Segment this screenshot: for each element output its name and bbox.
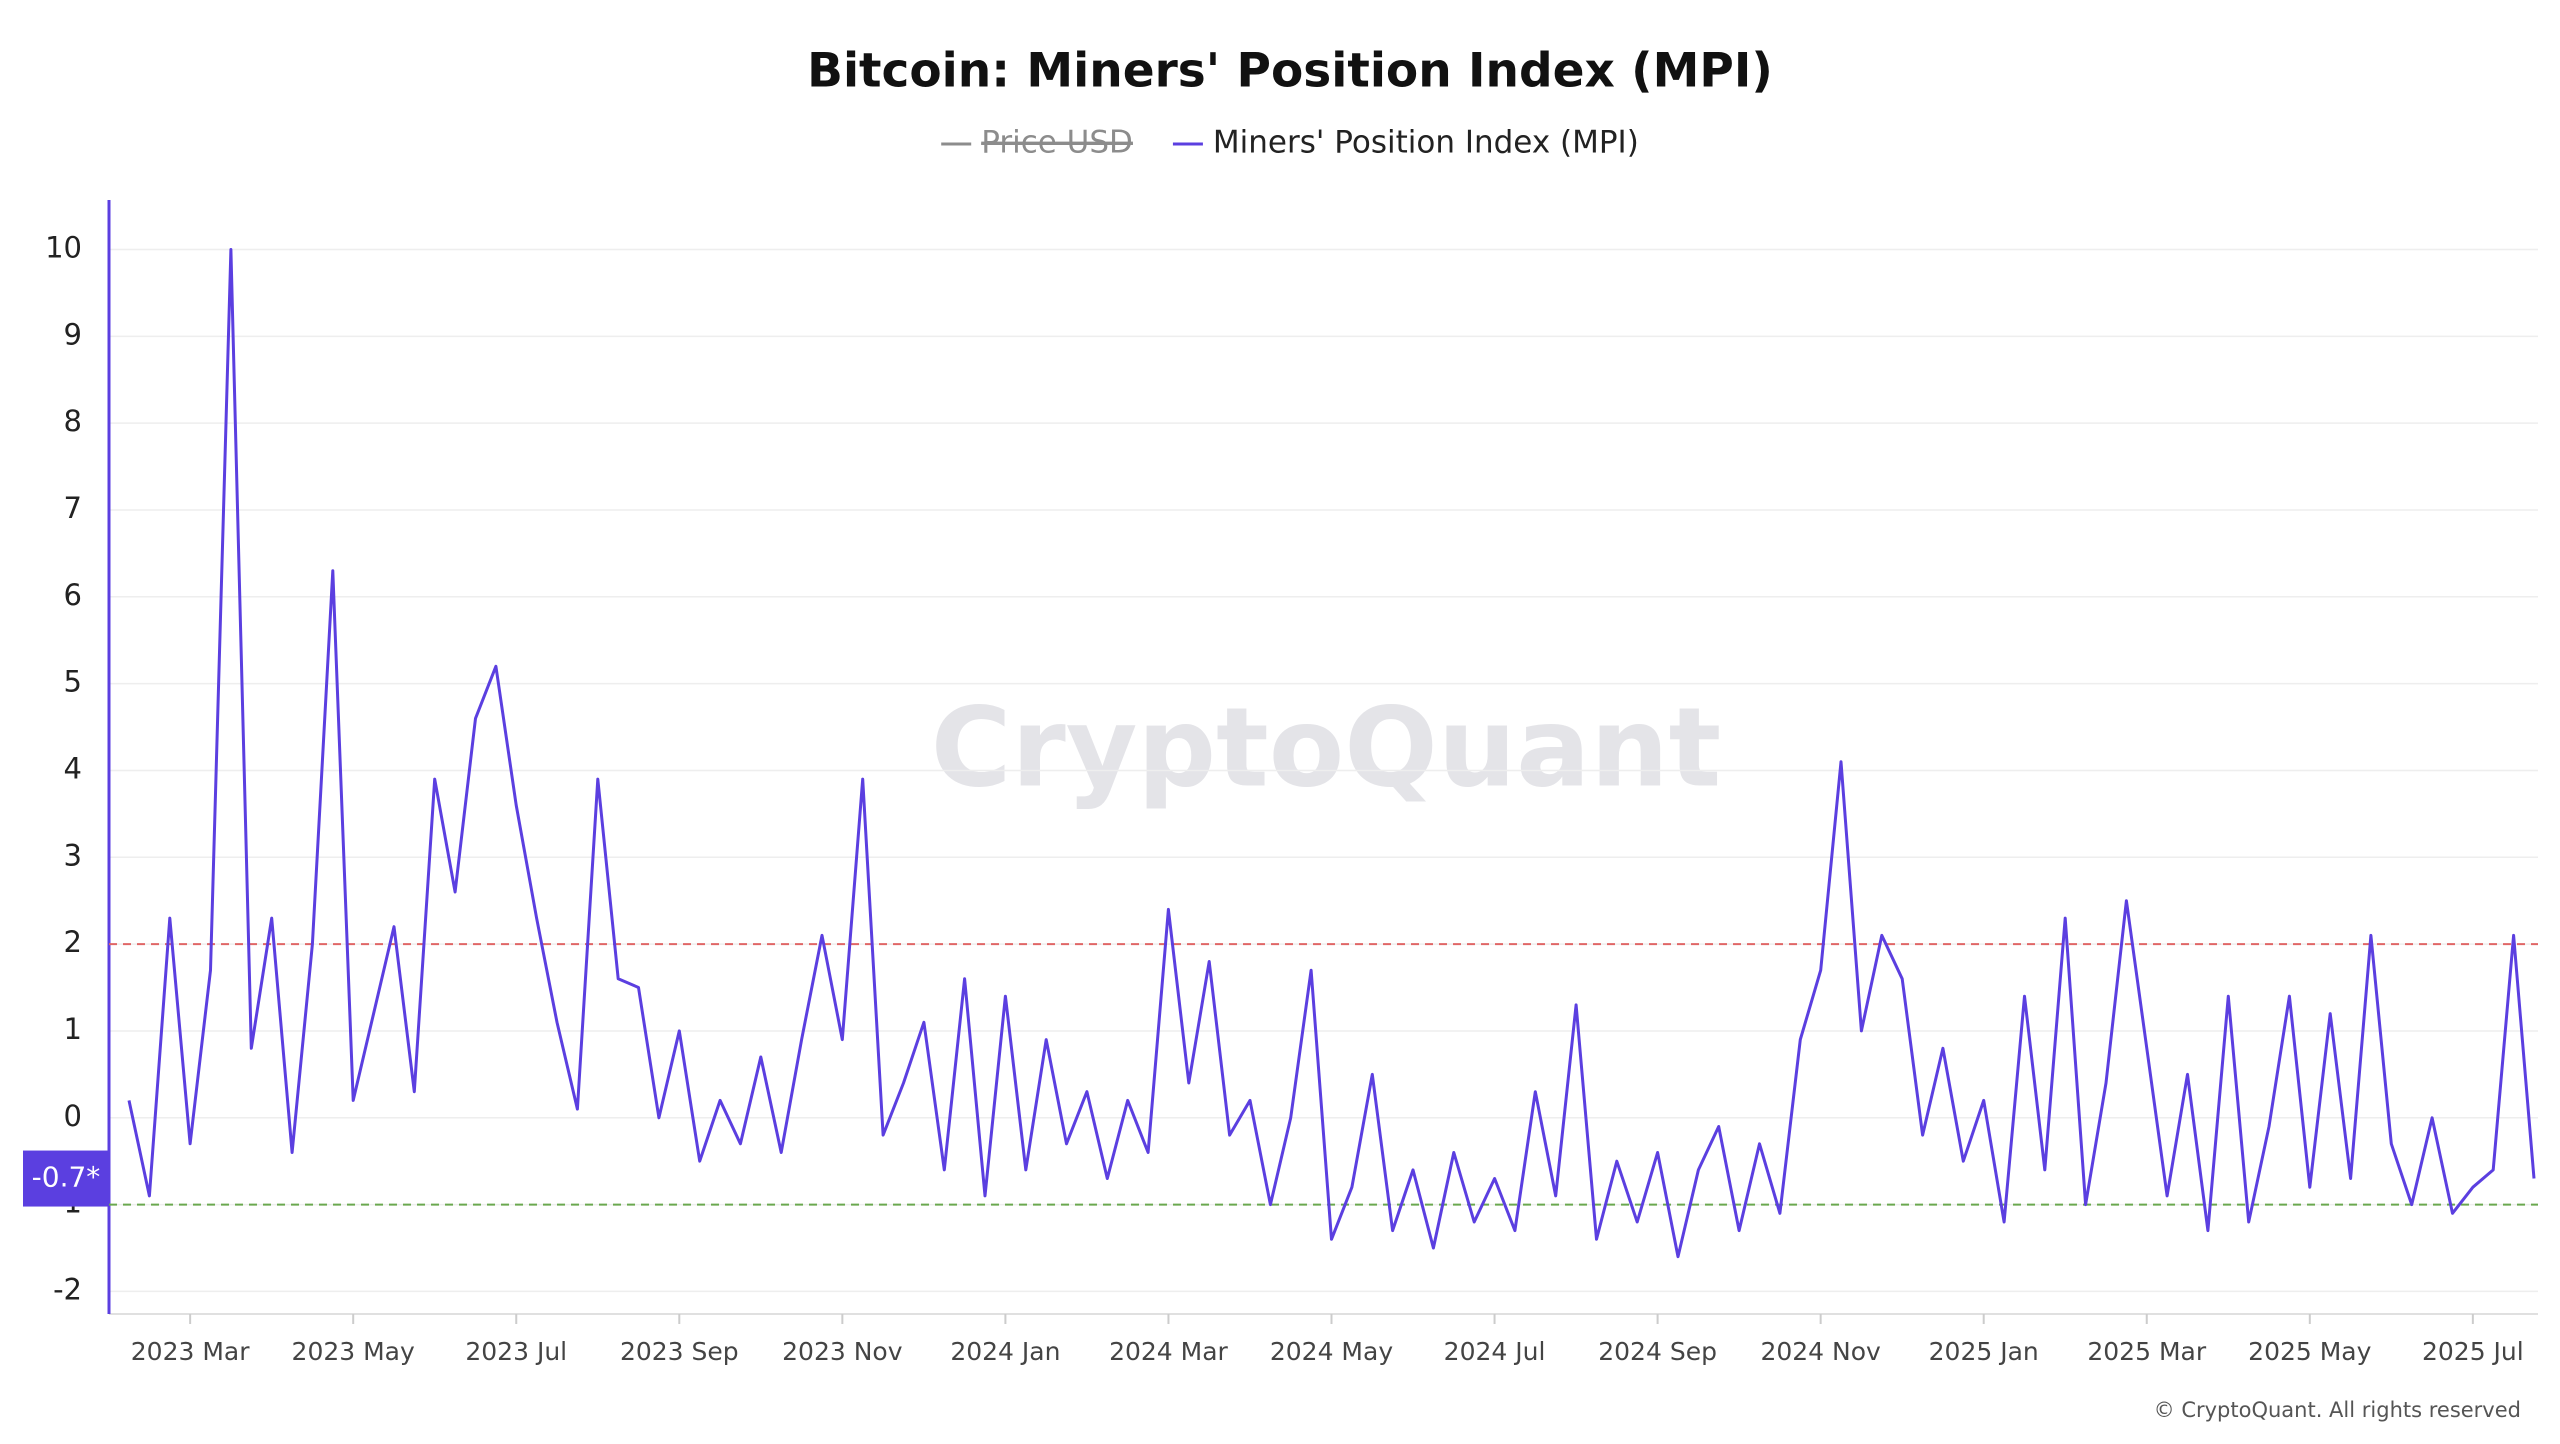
y-tick-label: 6 <box>64 578 82 612</box>
x-tick-label: 2025 Jan <box>1929 1337 2039 1366</box>
x-tick-label: 2025 Mar <box>2087 1337 2206 1366</box>
x-tick-label: 2023 Sep <box>620 1337 739 1366</box>
chart-title: Bitcoin: Miners' Position Index (MPI) <box>807 44 1773 99</box>
y-tick-label: 0 <box>64 1099 82 1133</box>
x-tick-label: 2023 May <box>292 1337 415 1366</box>
y-tick-label: -2 <box>53 1272 82 1306</box>
x-tick-label: 2024 Jan <box>950 1337 1060 1366</box>
y-tick-label: 7 <box>64 491 82 525</box>
y-tick-label: 1 <box>64 1012 82 1046</box>
x-tick-label: 2024 Nov <box>1760 1337 1881 1366</box>
y-tick-label: 10 <box>45 230 82 264</box>
footer: © CryptoQuant. All rights reserved <box>2154 1398 2521 1422</box>
y-tick-label: 8 <box>64 404 82 438</box>
x-tick-label: 2023 Jul <box>465 1337 567 1366</box>
watermark: CryptoQuant <box>931 683 1722 811</box>
current-value-box <box>23 1150 109 1207</box>
y-tick-label: 5 <box>64 665 82 699</box>
y-tick-label: 4 <box>64 751 82 785</box>
legend-label: Miners' Position Index (MPI) <box>1213 125 1639 161</box>
x-tick-label: 2023 Mar <box>131 1337 250 1366</box>
y-tick-label: 2 <box>64 925 82 959</box>
x-tick-label: 2024 May <box>1270 1337 1393 1366</box>
x-tick-label: 2024 Jul <box>1444 1337 1546 1366</box>
x-tick-label: 2023 Nov <box>782 1337 903 1366</box>
x-tick-label: 2025 May <box>2248 1337 2371 1366</box>
current-value-label: -0.7* <box>32 1161 101 1194</box>
x-tick-label: 2024 Sep <box>1598 1337 1717 1366</box>
data-line <box>127 248 2536 1259</box>
y-tick-label: 9 <box>64 317 82 351</box>
x-tick-label: 2025 Jul <box>2422 1337 2524 1366</box>
y-tick-label: 3 <box>64 838 82 872</box>
legend-label: Price USD <box>981 125 1133 161</box>
legend: Price USD Miners' Position Index (MPI) <box>941 125 1639 161</box>
x-tick-label: 2024 Mar <box>1109 1337 1228 1366</box>
